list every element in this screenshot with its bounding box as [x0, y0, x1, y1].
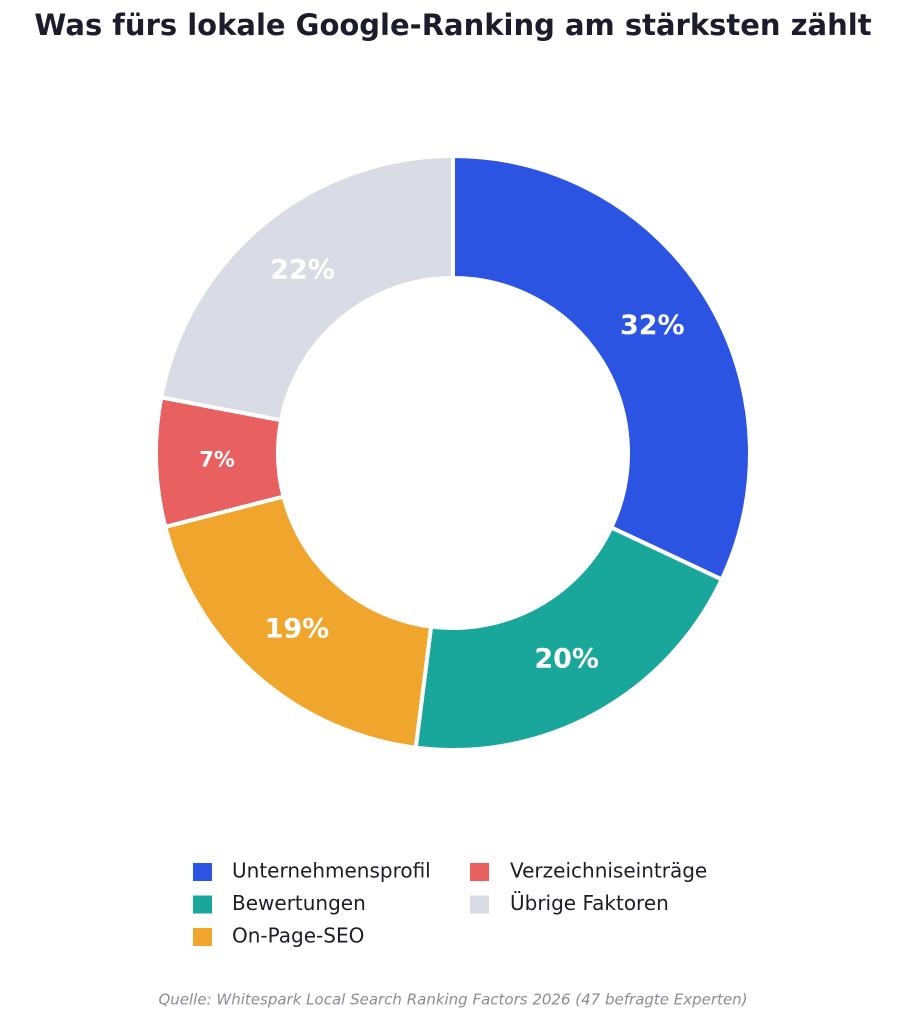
slice-label: 7%	[199, 447, 235, 471]
donut-slice	[413, 524, 725, 752]
legend-swatch	[193, 863, 212, 881]
legend-swatch	[193, 928, 212, 946]
legend-swatch	[470, 863, 489, 881]
legend-swatch	[470, 895, 489, 914]
slice-label: 32%	[620, 310, 685, 341]
legend-label: Übrige Faktoren	[510, 891, 669, 915]
donut-slice	[158, 153, 455, 423]
donut-slice	[451, 153, 752, 583]
legend-label: Verzeichniseinträge	[510, 859, 707, 883]
chart-title: Was fürs lokale Google-Ranking am stärks…	[34, 8, 871, 42]
slice-label: 19%	[265, 614, 330, 645]
legend-label: Bewertungen	[232, 891, 366, 915]
legend-swatch	[193, 895, 212, 914]
slice-label: 22%	[270, 255, 335, 286]
legend-label: Unternehmensprofil	[232, 859, 431, 883]
donut-slice	[162, 494, 434, 750]
legend-label: On-Page-SEO	[232, 924, 364, 948]
source-note: Quelle: Whitespark Local Search Ranking …	[158, 991, 747, 1009]
slice-label: 20%	[534, 643, 599, 674]
